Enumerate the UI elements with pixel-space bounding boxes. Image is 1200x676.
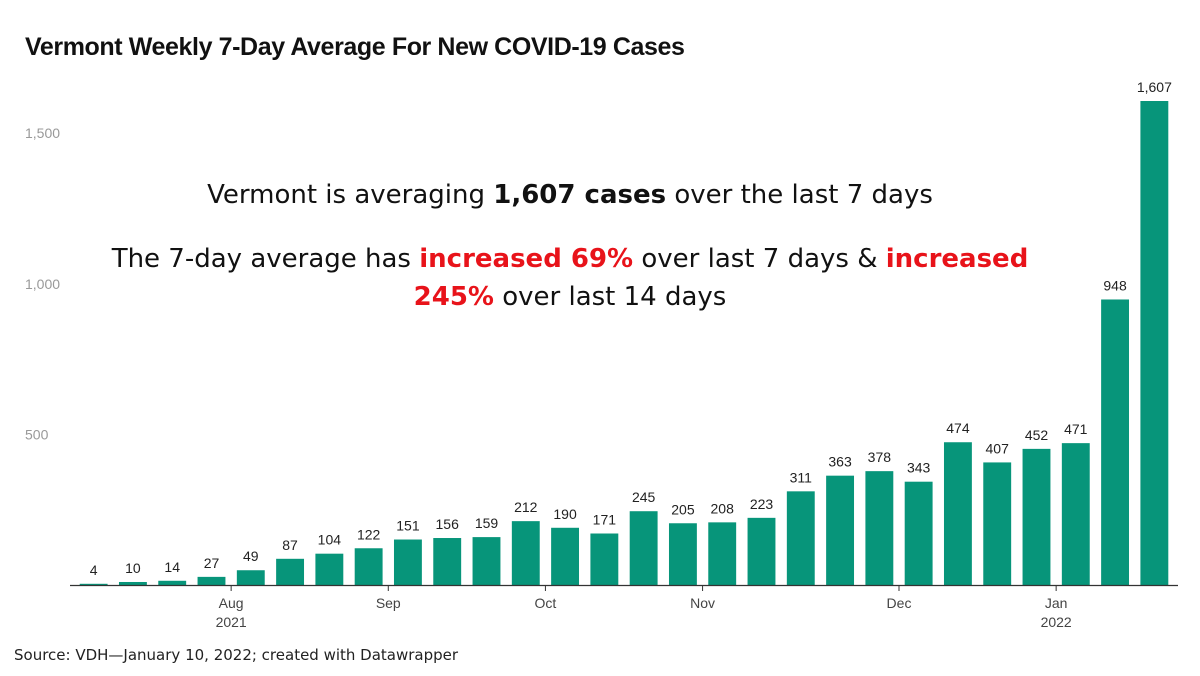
annotation-text: over the last 7 days xyxy=(666,180,933,210)
annotation-text: Vermont is averaging xyxy=(207,180,494,210)
bar xyxy=(786,491,815,585)
bar-value-label: 49 xyxy=(243,548,259,564)
annotation-line-2: The 7-day average has increased 69% over… xyxy=(80,240,1060,316)
x-tick-label: Jan xyxy=(1045,595,1068,611)
bar-value-label: 10 xyxy=(125,560,141,576)
annotation-highlight-7day: increased 69% xyxy=(419,244,634,274)
bar xyxy=(826,475,855,585)
bar-value-label: 474 xyxy=(946,420,970,436)
x-tick-label: Aug xyxy=(219,595,244,611)
y-tick-label: 500 xyxy=(25,426,49,442)
x-tick-label: Nov xyxy=(690,595,715,611)
bar-value-label: 363 xyxy=(828,454,852,470)
bar xyxy=(708,522,737,585)
bar-value-label: 190 xyxy=(553,506,577,522)
bar xyxy=(747,517,776,585)
bar-value-label: 223 xyxy=(750,496,774,512)
bar xyxy=(197,576,226,585)
bar xyxy=(590,533,619,585)
bar-value-label: 378 xyxy=(868,449,892,465)
bars xyxy=(79,101,1169,585)
bar xyxy=(511,521,540,585)
bar-value-label: 245 xyxy=(632,489,656,505)
bar xyxy=(551,527,580,585)
bar-value-label: 311 xyxy=(790,469,813,485)
bar-value-label: 122 xyxy=(357,526,381,542)
x-tick-label: Dec xyxy=(887,595,912,611)
bar xyxy=(865,471,894,585)
bar xyxy=(1022,448,1051,585)
x-axis-ticks: Aug 2021 Sep Oct Nov Dec Jan 2022 xyxy=(216,585,1072,630)
bar-value-label: 208 xyxy=(711,500,735,516)
x-tick-label: Sep xyxy=(376,595,401,611)
bar-value-label: 171 xyxy=(593,512,617,528)
bar-value-label: 27 xyxy=(204,555,220,571)
bar-value-label: 104 xyxy=(318,532,342,548)
y-tick-label: 1,000 xyxy=(25,276,60,292)
x-tick-label: Oct xyxy=(535,595,557,611)
bar-value-label: 14 xyxy=(164,559,180,575)
annotation-text: over last 7 days & xyxy=(633,244,886,274)
bar xyxy=(158,580,187,585)
bar-value-label: 151 xyxy=(396,518,420,534)
bar xyxy=(236,570,265,585)
bar xyxy=(118,581,147,585)
bar xyxy=(1140,101,1169,585)
x-tick-year-label: 2021 xyxy=(216,614,247,630)
annotation-text: The 7-day average has xyxy=(111,244,420,274)
bar xyxy=(668,523,697,585)
bar xyxy=(943,442,972,585)
bar-value-label: 159 xyxy=(475,515,499,531)
y-axis-ticks: 500 1,000 1,500 xyxy=(25,125,60,442)
bar xyxy=(79,583,108,585)
y-tick-label: 1,500 xyxy=(25,125,60,141)
bar xyxy=(904,481,933,585)
bar xyxy=(472,537,501,585)
x-tick-year-label: 2022 xyxy=(1041,614,1072,630)
source-note: Source: VDH—January 10, 2022; created wi… xyxy=(14,646,459,664)
annotation-highlight-14day: increased 245% xyxy=(413,244,1029,312)
annotation-text: over last 14 days xyxy=(493,282,727,312)
bar xyxy=(393,539,422,585)
bar-value-label: 156 xyxy=(436,516,460,532)
bar xyxy=(983,462,1012,585)
bar xyxy=(354,548,383,585)
bar-value-label: 87 xyxy=(282,537,298,553)
bar xyxy=(276,558,305,585)
bar-value-label: 4 xyxy=(90,562,98,578)
bar xyxy=(1061,443,1090,585)
bar-value-label: 948 xyxy=(1103,277,1127,293)
bar-value-label: 343 xyxy=(907,460,931,476)
bar xyxy=(315,553,344,585)
bar xyxy=(629,511,658,585)
chart-title: Vermont Weekly 7-Day Average For New COV… xyxy=(25,33,685,61)
bar xyxy=(433,538,462,585)
bar-value-label: 407 xyxy=(986,440,1010,456)
annotation-line-1: Vermont is averaging 1,607 cases over th… xyxy=(80,176,1060,214)
bar-value-label: 1,607 xyxy=(1137,79,1172,95)
bar-value-label: 471 xyxy=(1064,421,1088,437)
bar xyxy=(1101,299,1130,585)
bar-value-label: 452 xyxy=(1025,427,1049,443)
bar-value-label: 212 xyxy=(514,499,538,515)
bar-value-labels: 4 10 14 27 49 87 104 122 151 156 159 212 190 171 245 20… xyxy=(90,79,1172,578)
bar-value-label: 205 xyxy=(671,501,695,517)
annotation-bold-value: 1,607 cases xyxy=(493,180,667,210)
